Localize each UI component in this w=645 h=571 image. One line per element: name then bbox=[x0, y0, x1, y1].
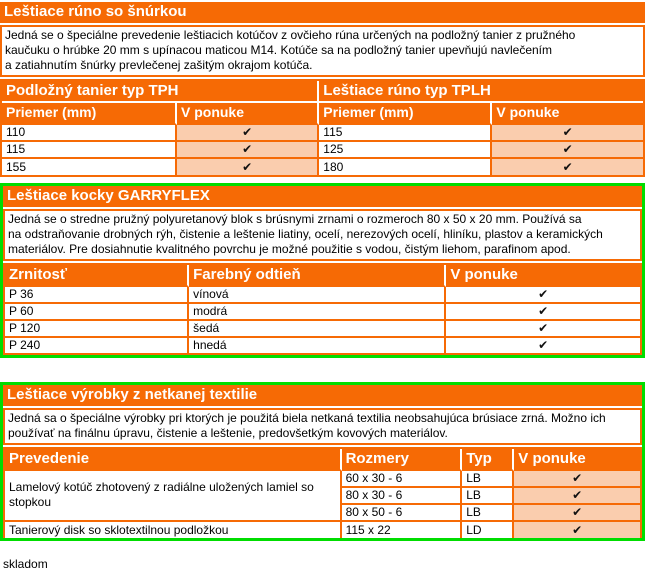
size-cell: 80 x 30 - 6 bbox=[341, 488, 463, 505]
availability-cell: ✔ bbox=[446, 287, 640, 304]
availability-cell: ✔ bbox=[514, 522, 640, 538]
availability-cell: ✔ bbox=[446, 321, 640, 338]
section-title: Leštiace kocky GARRYFLEX bbox=[3, 186, 642, 207]
check-icon: ✔ bbox=[572, 488, 583, 502]
availability-cell: ✔ bbox=[176, 125, 320, 142]
netkana-table: Prevedenie Rozmery Typ V ponuke Lamelový… bbox=[3, 447, 642, 538]
grit-cell: P 120 bbox=[5, 321, 190, 338]
check-icon: ✔ bbox=[572, 471, 583, 485]
availability-cell: ✔ bbox=[492, 142, 643, 159]
section-title: Leštiace rúno so šnúrkou bbox=[0, 2, 645, 23]
check-icon: ✔ bbox=[562, 142, 573, 156]
section-title: Leštiace výrobky z netkanej textilie bbox=[3, 385, 642, 406]
table-row: P 36 vínová ✔ bbox=[5, 287, 640, 304]
diameter-cell: 180 bbox=[319, 159, 493, 175]
stock-legend: skladom bbox=[3, 557, 48, 571]
color-cell: modrá bbox=[189, 304, 447, 321]
diameter-cell: 115 bbox=[319, 125, 493, 142]
column-header-vponuke: V ponuke bbox=[514, 449, 640, 471]
color-cell: hnedá bbox=[189, 338, 447, 355]
section-description: Jedná sa o špeciálne výrobky pri ktorých… bbox=[3, 408, 642, 445]
type-cell: LD bbox=[462, 522, 515, 538]
availability-cell: ✔ bbox=[176, 142, 320, 159]
product-cell: Lamelový kotúč zhotovený z radiálne ulož… bbox=[5, 471, 342, 522]
check-icon: ✔ bbox=[538, 338, 549, 352]
column-header-vponuke-right: V ponuke bbox=[492, 103, 643, 125]
availability-cell: ✔ bbox=[176, 159, 320, 175]
table-row: P 120 šedá ✔ bbox=[5, 321, 640, 338]
section-garryflex: Leštiace kocky GARRYFLEX Jedná se o stre… bbox=[0, 183, 645, 358]
availability-cell: ✔ bbox=[514, 488, 640, 505]
table-row: 80 x 30 - 6 LB ✔ bbox=[5, 488, 640, 505]
check-icon: ✔ bbox=[538, 321, 549, 335]
section-netkana-textilia: Leštiace výrobky z netkanej textilie Jed… bbox=[0, 382, 645, 541]
table-row: Lamelový kotúč zhotovený z radiálne ulož… bbox=[5, 471, 640, 522]
garryflex-table: Zrnitosť Farebný odtieň V ponuke P 36 ví… bbox=[3, 263, 642, 355]
table-row: Tanierový disk so sklotextilnou podložko… bbox=[5, 522, 640, 538]
diameter-cell: 110 bbox=[2, 125, 177, 142]
section-description: Jedná se o špeciálne prevedenie leštiaci… bbox=[0, 25, 645, 77]
column-header-typ: Typ bbox=[462, 449, 515, 471]
grit-cell: P 240 bbox=[5, 338, 190, 355]
availability-cell: ✔ bbox=[492, 125, 643, 142]
availability-cell: ✔ bbox=[492, 159, 643, 175]
size-cell: 80 x 50 - 6 bbox=[341, 505, 463, 522]
availability-cell: ✔ bbox=[514, 505, 640, 522]
type-cell: LB bbox=[462, 471, 515, 488]
tph-tplh-table: Podložný tanier typ TPH Leštiace rúno ty… bbox=[0, 79, 645, 177]
check-icon: ✔ bbox=[242, 159, 253, 174]
check-icon: ✔ bbox=[572, 522, 583, 537]
table-row: 110 ✔ 115 ✔ bbox=[2, 125, 643, 142]
availability-cell: ✔ bbox=[446, 304, 640, 321]
check-icon: ✔ bbox=[562, 159, 573, 174]
column-header-farebny-odtien: Farebný odtieň bbox=[189, 265, 447, 287]
check-icon: ✔ bbox=[242, 125, 253, 139]
availability-cell: ✔ bbox=[514, 471, 640, 488]
column-header-zrnitost: Zrnitosť bbox=[5, 265, 190, 287]
column-header-priemer-left: Priemer (mm) bbox=[2, 103, 177, 125]
subtable-title-tplh: Leštiace rúno typ TPLH bbox=[319, 81, 643, 103]
table-row: P 60 modrá ✔ bbox=[5, 304, 640, 321]
subtable-title-tph: Podložný tanier typ TPH bbox=[2, 81, 320, 103]
column-header-vponuke: V ponuke bbox=[446, 265, 640, 287]
check-icon: ✔ bbox=[538, 287, 549, 301]
diameter-cell: 115 bbox=[2, 142, 177, 159]
size-cell: 115 x 22 bbox=[341, 522, 463, 538]
table-row: 155 ✔ 180 ✔ bbox=[2, 159, 643, 175]
color-cell: šedá bbox=[189, 321, 447, 338]
grit-cell: P 60 bbox=[5, 304, 190, 321]
check-icon: ✔ bbox=[562, 125, 573, 139]
table-row: P 240 hnedá ✔ bbox=[5, 338, 640, 355]
column-header-vponuke-left: V ponuke bbox=[176, 103, 320, 125]
diameter-cell: 125 bbox=[319, 142, 493, 159]
type-cell: LB bbox=[462, 505, 515, 522]
check-icon: ✔ bbox=[538, 304, 549, 318]
product-cell: Tanierový disk so sklotextilnou podložko… bbox=[5, 522, 342, 538]
section-lestiace-runo: Leštiace rúno so šnúrkou Jedná se o špec… bbox=[0, 2, 645, 177]
check-icon: ✔ bbox=[572, 505, 583, 519]
check-icon: ✔ bbox=[242, 142, 253, 156]
type-cell: LB bbox=[462, 488, 515, 505]
table-row: 80 x 50 - 6 LB ✔ bbox=[5, 505, 640, 522]
availability-cell: ✔ bbox=[446, 338, 640, 355]
table-row: 115 ✔ 125 ✔ bbox=[2, 142, 643, 159]
section-description: Jedná se o stredne pružný polyuretanový … bbox=[3, 209, 642, 261]
column-header-priemer-right: Priemer (mm) bbox=[319, 103, 493, 125]
column-header-prevedenie: Prevedenie bbox=[5, 449, 342, 471]
grit-cell: P 36 bbox=[5, 287, 190, 304]
column-header-rozmery: Rozmery bbox=[341, 449, 463, 471]
size-cell: 60 x 30 - 6 bbox=[341, 471, 463, 488]
diameter-cell: 155 bbox=[2, 159, 177, 175]
color-cell: vínová bbox=[189, 287, 447, 304]
